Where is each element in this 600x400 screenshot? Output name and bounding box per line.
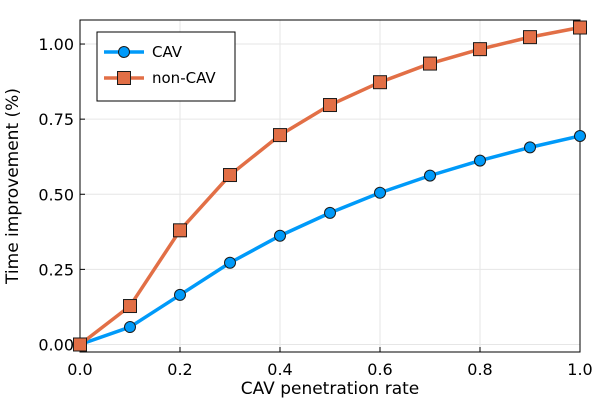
x-tick-label: 0.2 bbox=[167, 360, 192, 379]
data-point bbox=[223, 168, 237, 183]
series-layer bbox=[73, 20, 587, 352]
data-point bbox=[73, 337, 87, 352]
x-tick-label: 0.6 bbox=[367, 360, 392, 379]
x-tick-label: 0.4 bbox=[267, 360, 292, 379]
legend-box bbox=[96, 31, 236, 102]
y-tick-label: 0.75 bbox=[38, 110, 74, 129]
legend-label: non-CAV bbox=[152, 69, 216, 87]
y-tick-label: 1.00 bbox=[38, 35, 74, 54]
data-point bbox=[374, 186, 386, 199]
data-point bbox=[124, 321, 136, 334]
y-tick-label: 0.50 bbox=[38, 185, 74, 204]
y-tick-label: 0.25 bbox=[38, 260, 74, 279]
data-point bbox=[424, 169, 436, 182]
y-axis-label: Time improvement (%) bbox=[3, 88, 23, 285]
data-point bbox=[173, 223, 187, 238]
data-point bbox=[573, 20, 587, 35]
data-point bbox=[174, 288, 186, 301]
legend-label: CAV bbox=[152, 43, 183, 61]
data-point bbox=[474, 154, 486, 167]
data-point bbox=[224, 256, 236, 269]
data-point bbox=[473, 42, 487, 57]
data-point bbox=[323, 98, 337, 113]
data-point bbox=[324, 206, 336, 219]
data-point bbox=[373, 75, 387, 90]
x-tick-label: 0.8 bbox=[467, 360, 492, 379]
data-point bbox=[523, 30, 537, 45]
data-point bbox=[273, 128, 287, 143]
x-tick-label: 1.0 bbox=[567, 360, 592, 379]
data-point bbox=[574, 129, 586, 142]
legend-marker bbox=[118, 46, 130, 58]
series-line bbox=[79, 134, 581, 347]
plot-area-frame bbox=[79, 19, 581, 353]
x-axis-label: CAV penetration rate bbox=[241, 379, 420, 399]
legend-marker bbox=[117, 71, 131, 85]
x-tick-label: 0.0 bbox=[67, 360, 92, 379]
data-point bbox=[524, 141, 536, 154]
data-point bbox=[123, 299, 137, 314]
data-point bbox=[423, 56, 437, 71]
series-cav bbox=[74, 129, 586, 351]
legend: CAV non-CAV bbox=[96, 31, 236, 102]
data-point bbox=[274, 229, 286, 242]
series-non-cav bbox=[73, 20, 587, 352]
y-tick-label: 0.00 bbox=[38, 335, 74, 354]
axis-ticks: 0.0 0.2 0.4 0.6 0.8 1.0 0.00 0.25 0.50 0.75 1.00 bbox=[38, 35, 592, 379]
